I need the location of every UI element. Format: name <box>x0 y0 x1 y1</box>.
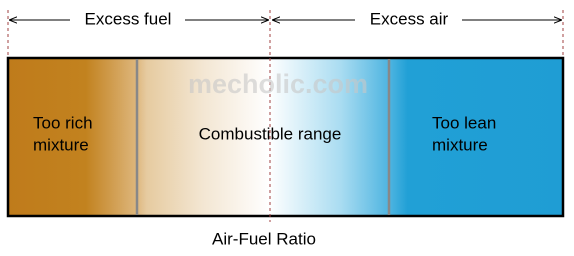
region-label: Too lean <box>432 113 496 132</box>
top-label: Excess air <box>370 9 449 28</box>
top-label: Excess fuel <box>85 9 172 28</box>
ratio-bar <box>6 56 565 218</box>
region-label: Too rich <box>33 113 93 132</box>
region-label: Combustible range <box>199 124 342 143</box>
dashed-guides <box>7 10 564 222</box>
region-label: mixture <box>33 135 89 154</box>
region-label: mixture <box>432 135 488 154</box>
axis-label: Air-Fuel Ratio <box>212 229 316 248</box>
watermark: mecholic.com <box>188 69 368 99</box>
